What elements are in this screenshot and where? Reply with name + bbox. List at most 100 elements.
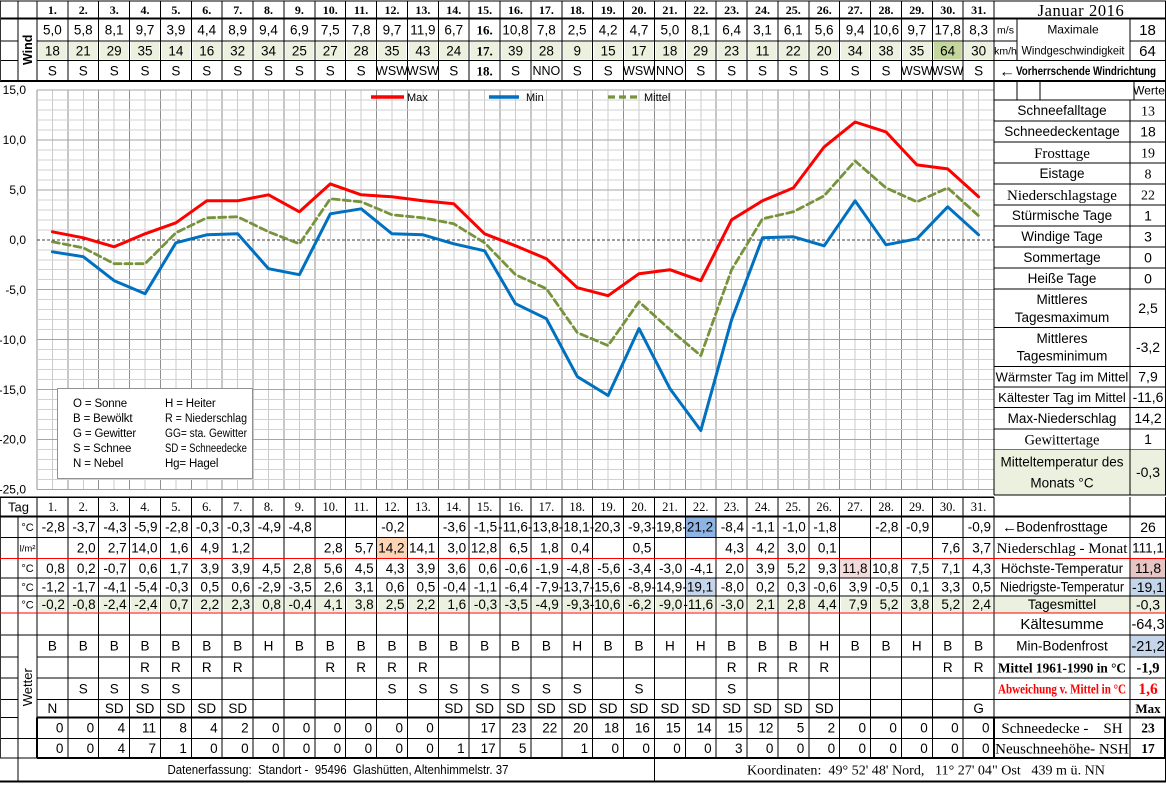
svg-text:0,8: 0,8 [46, 561, 65, 576]
svg-text:Hg= Hagel: Hg= Hagel [165, 458, 218, 470]
svg-text:7,9: 7,9 [849, 597, 868, 612]
svg-text:Windgeschwindigkeit: Windgeschwindigkeit [1022, 44, 1126, 58]
svg-text:5,2: 5,2 [880, 597, 899, 612]
svg-text:S: S [542, 682, 551, 697]
svg-text:22.: 22. [693, 3, 708, 17]
svg-text:0,0: 0,0 [9, 233, 26, 247]
svg-text:0: 0 [642, 741, 650, 756]
svg-text:Tagesminimum: Tagesminimum [1017, 349, 1108, 364]
svg-text:S: S [974, 64, 983, 79]
svg-text:-2,4: -2,4 [134, 597, 158, 612]
svg-text:10,0: 10,0 [3, 133, 27, 147]
svg-text:21.: 21. [662, 500, 678, 514]
svg-text:14,0: 14,0 [131, 541, 157, 556]
svg-text:S: S [604, 64, 613, 79]
svg-text:l/m²: l/m² [20, 543, 36, 554]
svg-text:8.: 8. [264, 3, 273, 17]
svg-text:N = Nebel: N = Nebel [73, 458, 123, 470]
svg-text:1.: 1. [48, 500, 57, 514]
svg-text:3,1: 3,1 [355, 580, 374, 595]
svg-text:-3,4: -3,4 [628, 561, 652, 576]
svg-text:NNO: NNO [656, 64, 684, 78]
svg-text:-0,2: -0,2 [42, 597, 65, 612]
svg-text:7,5: 7,5 [911, 561, 930, 576]
svg-text:R: R [387, 660, 397, 675]
svg-text:0,7: 0,7 [170, 597, 189, 612]
svg-text:15: 15 [727, 721, 742, 736]
svg-text:H: H [572, 639, 582, 654]
svg-text:8.: 8. [264, 500, 273, 514]
svg-text:H: H [819, 639, 829, 654]
svg-text:0: 0 [673, 741, 681, 756]
svg-text:SD: SD [444, 701, 463, 716]
svg-text:SD: SD [691, 701, 710, 716]
svg-text:-0,3: -0,3 [165, 580, 188, 595]
svg-text:0,6: 0,6 [231, 580, 250, 595]
svg-text:14: 14 [168, 44, 184, 59]
svg-text:WSW: WSW [407, 64, 439, 78]
svg-text:0: 0 [272, 721, 280, 736]
svg-text:0,5: 0,5 [972, 580, 991, 595]
svg-text:S: S [110, 682, 119, 697]
svg-text:-0,2: -0,2 [381, 520, 404, 535]
svg-text:5,7: 5,7 [355, 541, 374, 556]
svg-text:-4,1: -4,1 [690, 561, 713, 576]
svg-text:Niederschlagstage: Niederschlagstage [1007, 188, 1117, 204]
svg-text:-25,0: -25,0 [0, 483, 26, 497]
svg-text:0,3: 0,3 [787, 580, 806, 595]
svg-text:Eistage: Eistage [1039, 166, 1084, 181]
svg-text:12.: 12. [385, 3, 400, 17]
svg-text:-3,6: -3,6 [443, 520, 466, 535]
svg-text:Datenerfassung: Standort - 9: Datenerfassung: Standort - 95496 Glashüt… [168, 763, 509, 777]
svg-text:R: R [819, 660, 829, 675]
svg-text:64: 64 [940, 44, 956, 59]
svg-text:2,2: 2,2 [417, 597, 436, 612]
svg-text:B: B [449, 639, 458, 654]
svg-text:20: 20 [817, 44, 832, 59]
svg-text:15: 15 [601, 44, 616, 59]
svg-text:-2,8: -2,8 [165, 520, 188, 535]
svg-text:-3,2: -3,2 [1136, 339, 1160, 355]
svg-text:0: 0 [365, 721, 373, 736]
svg-text:17: 17 [481, 741, 496, 756]
svg-text:4: 4 [118, 741, 126, 756]
svg-text:S: S [295, 64, 304, 79]
svg-text:Schneedecke - SH: Schneedecke - SH [1001, 721, 1122, 737]
svg-text:Stürmische Tage: Stürmische Tage [1012, 208, 1112, 223]
svg-text:B: B [79, 639, 88, 654]
svg-text:SD: SD [722, 701, 741, 716]
svg-text:3,9: 3,9 [200, 561, 219, 576]
svg-text:G: G [973, 701, 984, 716]
svg-text:22.: 22. [693, 500, 709, 514]
svg-text:4.: 4. [140, 500, 149, 514]
svg-text:G = Gewitter: G = Gewitter [73, 428, 136, 440]
svg-text:B: B [480, 639, 489, 654]
svg-text:-11,6: -11,6 [1133, 389, 1164, 405]
svg-text:15,0: 15,0 [3, 83, 27, 97]
svg-text:B: B [387, 639, 396, 654]
svg-text:30.: 30. [940, 500, 956, 514]
svg-text:SD: SD [537, 701, 556, 716]
svg-text:°C: °C [21, 599, 33, 611]
svg-text:S: S [727, 64, 736, 79]
svg-text:-0,7: -0,7 [103, 561, 126, 576]
svg-text:12,8: 12,8 [471, 541, 497, 556]
svg-text:1,8: 1,8 [540, 541, 559, 556]
svg-text:N: N [48, 701, 58, 716]
svg-text:-5,4: -5,4 [134, 580, 158, 595]
svg-text:Abweichung v. Mittel in °C: Abweichung v. Mittel in °C [998, 682, 1126, 697]
svg-text:S: S [511, 682, 520, 697]
svg-text:Wind: Wind [21, 35, 35, 65]
svg-text:S: S [789, 64, 798, 79]
svg-text:6,7: 6,7 [444, 23, 463, 38]
svg-text:5,2: 5,2 [787, 561, 806, 576]
svg-text:Koordinaten: 49° 52' 48' Nord: Koordinaten: 49° 52' 48' Nord, 11° 27' 0… [747, 763, 1105, 778]
svg-text:-1,9: -1,9 [536, 561, 559, 576]
svg-text:SD: SD [568, 701, 587, 716]
svg-text:10.: 10. [323, 3, 338, 17]
svg-text:2.: 2. [79, 500, 88, 514]
svg-text:-3,0: -3,0 [659, 561, 682, 576]
svg-text:S: S [449, 682, 458, 697]
svg-text:0,2: 0,2 [756, 580, 775, 595]
svg-text:0: 0 [889, 721, 897, 736]
